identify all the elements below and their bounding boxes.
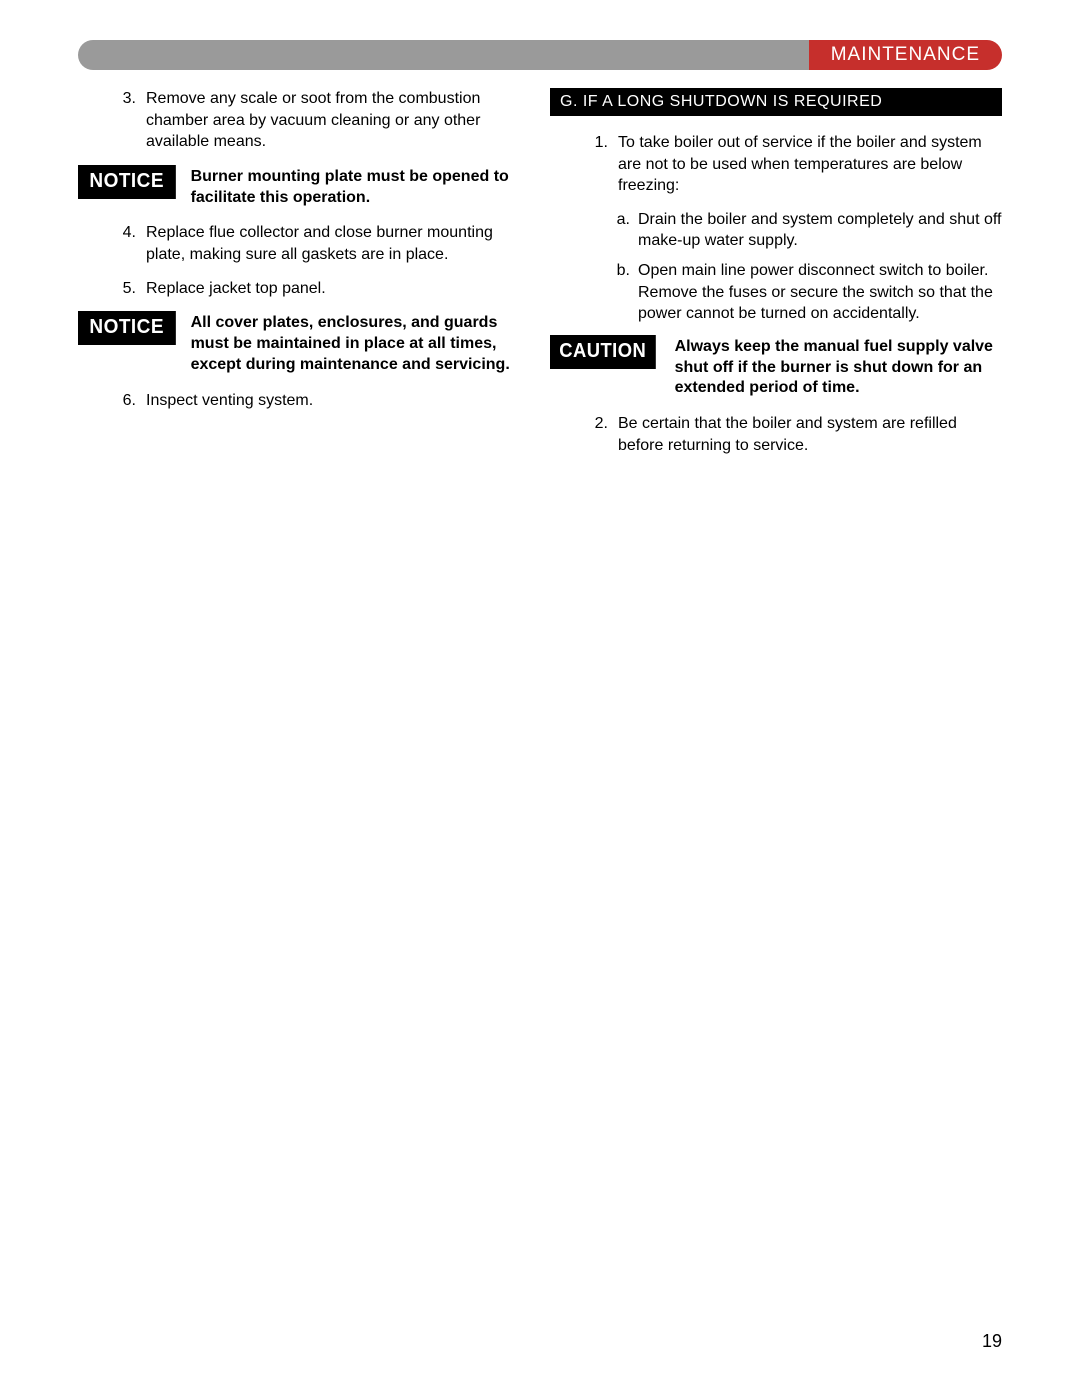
- notice-text: All cover plates, enclosures, and guards…: [191, 311, 530, 375]
- item-text: Inspect venting system.: [146, 390, 530, 412]
- item-text: Replace jacket top panel.: [146, 278, 530, 300]
- caution-label: CAUTION: [550, 335, 655, 369]
- header-title: MAINTENANCE: [809, 40, 1002, 70]
- right-column: G. IF A LONG SHUTDOWN IS REQUIRED 1. To …: [550, 88, 1002, 468]
- left-column: 3. Remove any scale or soot from the com…: [78, 88, 530, 468]
- header-grey-bar: [78, 40, 809, 70]
- list-item-3: 3. Remove any scale or soot from the com…: [78, 88, 530, 153]
- notice-text: Burner mounting plate must be opened to …: [191, 165, 530, 209]
- list-item-5: 5. Replace jacket top panel.: [78, 278, 530, 300]
- item-text: Remove any scale or soot from the combus…: [146, 88, 530, 153]
- item-number: 4.: [118, 222, 146, 265]
- page-number: 19: [982, 1331, 1002, 1352]
- sub-number: a.: [614, 209, 638, 252]
- notice-label: NOTICE: [78, 165, 175, 199]
- sub-item-a: a. Drain the boiler and system completel…: [550, 209, 1002, 252]
- document-page: MAINTENANCE 3. Remove any scale or soot …: [0, 0, 1080, 508]
- item-text: Be certain that the boiler and system ar…: [618, 413, 1002, 456]
- list-item-1: 1. To take boiler out of service if the …: [550, 132, 1002, 197]
- caution-text: Always keep the manual fuel supply valve…: [675, 335, 1002, 399]
- item-text: To take boiler out of service if the boi…: [618, 132, 1002, 197]
- header-bar: MAINTENANCE: [78, 40, 1002, 70]
- sub-text: Open main line power disconnect switch t…: [638, 260, 1002, 325]
- item-number: 2.: [590, 413, 618, 456]
- caution-block: CAUTION Always keep the manual fuel supp…: [550, 335, 1002, 399]
- list-item-6: 6. Inspect venting system.: [78, 390, 530, 412]
- list-item-4: 4. Replace flue collector and close burn…: [78, 222, 530, 265]
- list-item-2: 2. Be certain that the boiler and system…: [550, 413, 1002, 456]
- sub-number: b.: [614, 260, 638, 325]
- notice-block-1: NOTICE Burner mounting plate must be ope…: [78, 165, 530, 209]
- item-number: 1.: [590, 132, 618, 197]
- sub-text: Drain the boiler and system completely a…: [638, 209, 1002, 252]
- item-text: Replace flue collector and close burner …: [146, 222, 530, 265]
- item-number: 6.: [118, 390, 146, 412]
- notice-label: NOTICE: [78, 311, 175, 345]
- item-number: 5.: [118, 278, 146, 300]
- notice-block-2: NOTICE All cover plates, enclosures, and…: [78, 311, 530, 375]
- item-number: 3.: [118, 88, 146, 153]
- section-header-g: G. IF A LONG SHUTDOWN IS REQUIRED: [550, 88, 1002, 116]
- sub-item-b: b. Open main line power disconnect switc…: [550, 260, 1002, 325]
- content-columns: 3. Remove any scale or soot from the com…: [78, 88, 1002, 468]
